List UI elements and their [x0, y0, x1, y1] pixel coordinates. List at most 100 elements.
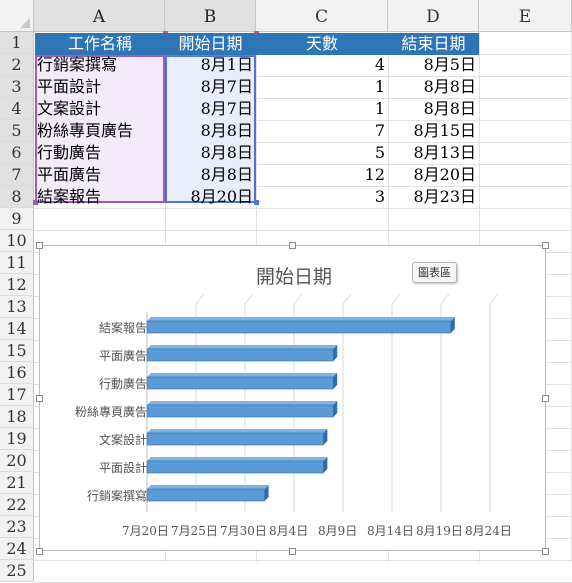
row-header-6[interactable]: 6 — [0, 142, 34, 164]
cell-d8[interactable]: 8月23日 — [413, 187, 476, 206]
category-label: 行銷案撰寫 — [86, 489, 147, 503]
row-header-24[interactable]: 24 — [0, 538, 34, 560]
row-header-10[interactable]: 10 — [0, 230, 34, 252]
chart-resize-handle[interactable] — [36, 395, 43, 402]
row-gridline — [34, 76, 572, 77]
value-axis-tick-label: 7月30日 — [220, 524, 267, 538]
row-header-18[interactable]: 18 — [0, 406, 34, 428]
category-label: 文案設計 — [98, 433, 147, 447]
cell-a7[interactable]: 平面廣告 — [37, 165, 102, 184]
cell-a6[interactable]: 行動廣告 — [37, 143, 102, 162]
row-gridline — [34, 142, 572, 143]
row-gridline — [34, 208, 572, 209]
category-label: 行動廣告 — [98, 377, 147, 391]
cell-a8[interactable]: 結案報告 — [37, 187, 102, 206]
category-axis-labels: 結案報告 平面廣告 行動廣告 粉絲專頁廣告 文案設計 平面設計 行銷案撰寫 — [40, 0, 147, 562]
column-header-e[interactable]: E — [479, 0, 572, 32]
category-label: 平面廣告 — [98, 349, 147, 363]
chart-resize-handle[interactable] — [289, 242, 296, 249]
column-header-d[interactable]: D — [388, 0, 479, 32]
cell-b8[interactable]: 8月20日 — [190, 187, 253, 206]
cell-a4[interactable]: 文案設計 — [37, 99, 102, 118]
value-axis-tick-label: 8月19日 — [416, 524, 463, 538]
cell-d1[interactable]: 結束日期 — [388, 33, 479, 55]
row-header-7[interactable]: 7 — [0, 164, 34, 186]
value-axis-tick-label: 8月4日 — [269, 524, 309, 538]
row-header-17[interactable]: 17 — [0, 384, 34, 406]
cell-d3[interactable]: 8月8日 — [423, 77, 476, 96]
chart-resize-handle[interactable] — [36, 242, 43, 249]
range-highlight-b — [165, 55, 256, 203]
chart-title[interactable]: 開始日期 — [255, 266, 332, 288]
cell-d7[interactable]: 8月20日 — [413, 165, 476, 184]
cell-c8[interactable]: 3 — [374, 187, 385, 206]
cell-b2[interactable]: 8月1日 — [200, 55, 253, 74]
cell-c2[interactable]: 4 — [374, 55, 385, 74]
row-gridline — [34, 98, 572, 99]
cell-a3[interactable]: 平面設計 — [37, 77, 102, 96]
row-header-8[interactable]: 8 — [0, 186, 34, 208]
cell-c4[interactable]: 1 — [374, 99, 385, 118]
row-header-4[interactable]: 4 — [0, 98, 34, 120]
row-header-15[interactable]: 15 — [0, 340, 34, 362]
cell-b1[interactable]: 開始日期 — [165, 33, 256, 55]
range-handle-b[interactable] — [254, 200, 259, 205]
row-header-12[interactable]: 12 — [0, 274, 34, 296]
chart-area[interactable] — [39, 245, 546, 551]
row-header-16[interactable]: 16 — [0, 362, 34, 384]
cell-b3[interactable]: 8月7日 — [200, 77, 253, 96]
chart-resize-handle[interactable] — [542, 548, 549, 555]
row-header-3[interactable]: 3 — [0, 76, 34, 98]
row-header-25[interactable]: 25 — [0, 560, 34, 582]
column-header-b[interactable]: B — [165, 0, 256, 32]
row-gridline — [34, 186, 572, 187]
chart-resize-handle[interactable] — [289, 548, 296, 555]
column-header-a[interactable]: A — [34, 0, 165, 32]
row-gridline — [34, 560, 572, 561]
row-header-11[interactable]: 11 — [0, 252, 34, 274]
row-header-1[interactable]: 1 — [0, 32, 34, 54]
row-header-14[interactable]: 14 — [0, 318, 34, 340]
range-highlight-a — [35, 55, 165, 203]
column-header-c[interactable]: C — [256, 0, 388, 32]
cell-a2[interactable]: 行銷案撰寫 — [37, 55, 118, 74]
row-gridline — [34, 120, 572, 121]
row-header-2[interactable]: 2 — [0, 54, 34, 76]
row-header-23[interactable]: 23 — [0, 516, 34, 538]
cell-b4[interactable]: 8月7日 — [200, 99, 253, 118]
cell-c6[interactable]: 5 — [374, 143, 385, 162]
chart-resize-handle[interactable] — [542, 395, 549, 402]
cell-c5[interactable]: 7 — [374, 121, 385, 140]
row-header-22[interactable]: 22 — [0, 494, 34, 516]
value-axis-tick-label: 8月9日 — [318, 524, 358, 538]
cell-b5[interactable]: 8月8日 — [200, 121, 253, 140]
row-header-13[interactable]: 13 — [0, 296, 34, 318]
category-label: 結案報告 — [98, 321, 147, 335]
row-header-21[interactable]: 21 — [0, 472, 34, 494]
row-header-19[interactable]: 19 — [0, 428, 34, 450]
cell-d2[interactable]: 8月5日 — [423, 55, 476, 74]
value-axis-tick-label: 8月14日 — [367, 524, 414, 538]
row-header-9[interactable]: 9 — [0, 208, 34, 230]
chart-resize-handle[interactable] — [36, 548, 43, 555]
cell-d5[interactable]: 8月15日 — [413, 121, 476, 140]
select-all-corner[interactable] — [0, 0, 34, 32]
category-label: 粉絲專頁廣告 — [74, 405, 147, 419]
row-gridline — [34, 230, 572, 231]
chart-resize-handle[interactable] — [542, 242, 549, 249]
cell-c7[interactable]: 12 — [364, 165, 385, 184]
row-header-20[interactable]: 20 — [0, 450, 34, 472]
cell-a5[interactable]: 粉絲專頁廣告 — [37, 121, 134, 140]
cell-c3[interactable]: 1 — [374, 77, 385, 96]
value-axis-tick-label: 8月24日 — [465, 524, 512, 538]
cell-b6[interactable]: 8月8日 — [200, 143, 253, 162]
range-handle-a[interactable] — [33, 200, 38, 205]
cell-c1[interactable]: 天數 — [256, 33, 388, 55]
cell-a1[interactable]: 工作名稱 — [35, 33, 165, 55]
cell-d6[interactable]: 8月13日 — [413, 143, 476, 162]
value-axis-tick-label: 7月20日 — [122, 524, 169, 538]
cell-d4[interactable]: 8月8日 — [423, 99, 476, 118]
row-header-5[interactable]: 5 — [0, 120, 34, 142]
cell-b7[interactable]: 8月8日 — [200, 165, 253, 184]
